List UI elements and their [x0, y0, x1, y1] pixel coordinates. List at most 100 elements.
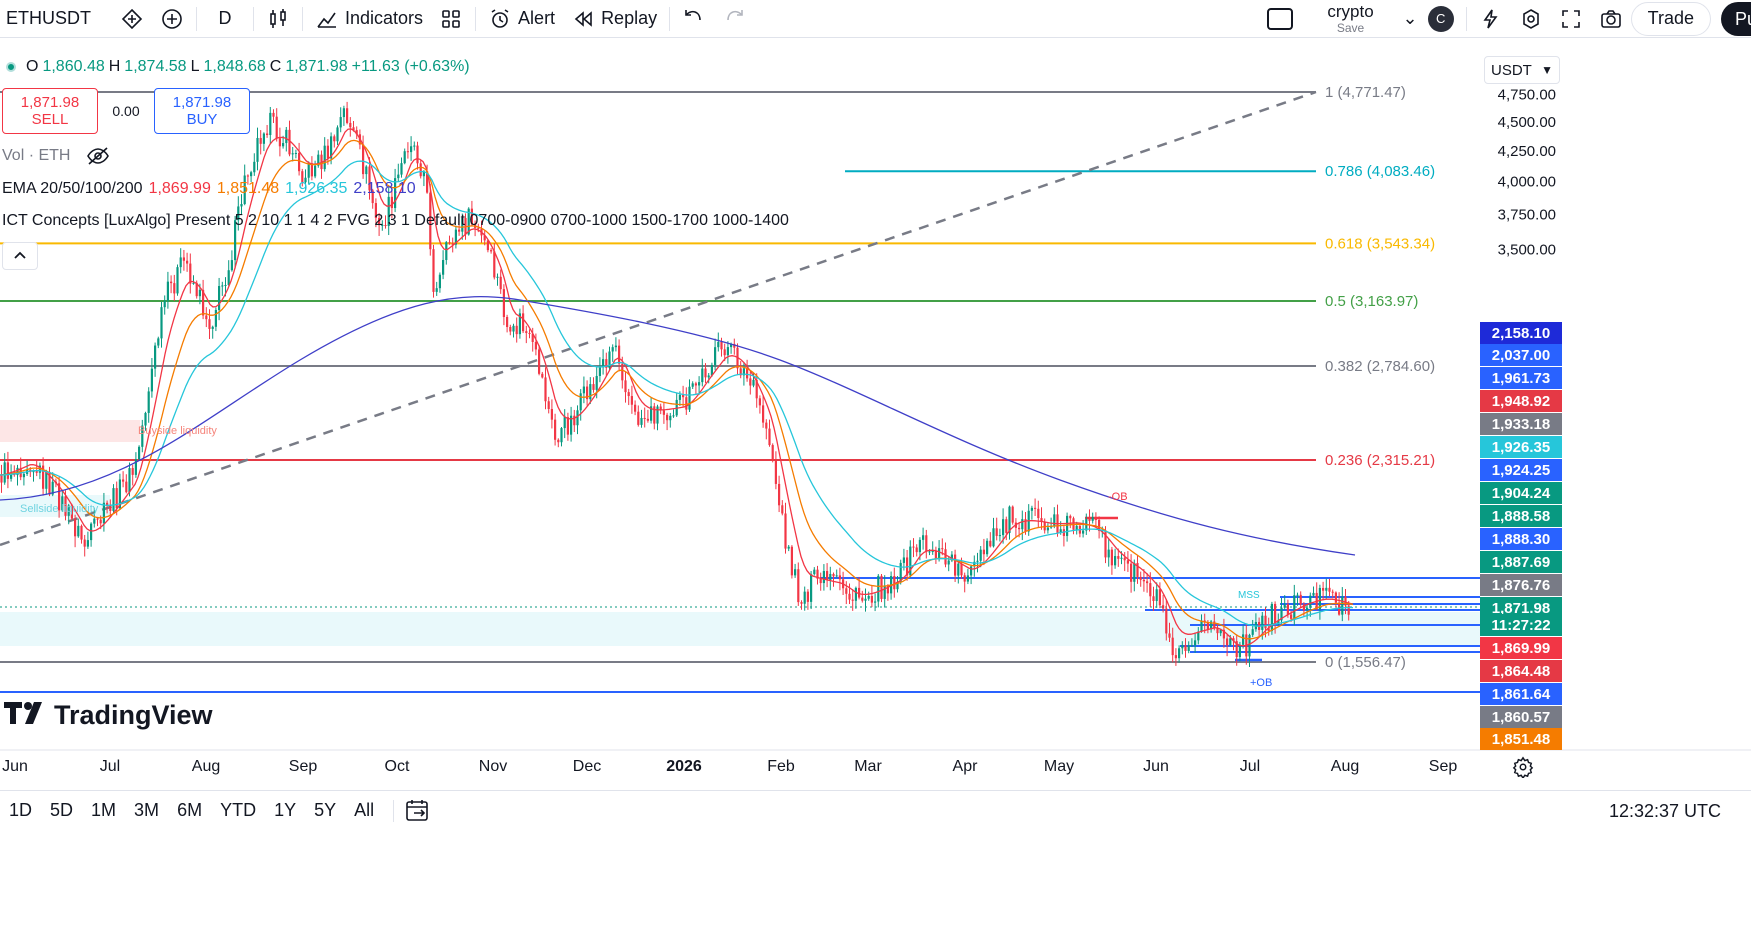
- candle-body: [534, 341, 537, 350]
- buy-sell-panel: 1,871.98 SELL 0.00 1,871.98 BUY: [2, 88, 250, 134]
- volume-legend[interactable]: Vol · ETH: [2, 146, 110, 166]
- candle-body: [470, 208, 473, 225]
- quick-search-button[interactable]: [1471, 3, 1511, 35]
- range-button-5d[interactable]: 5D: [50, 800, 74, 820]
- candle-body: [538, 349, 541, 374]
- price-tag: 1,933.18: [1480, 413, 1562, 435]
- candle-body: [48, 471, 51, 495]
- candle-body: [1050, 526, 1053, 528]
- layout-menu-button[interactable]: ⌄: [1401, 3, 1420, 35]
- candle-body: [1219, 629, 1222, 634]
- candle-body: [1200, 620, 1203, 632]
- candle-body: [1075, 525, 1078, 530]
- currency-select[interactable]: USDT ▼: [1484, 56, 1560, 84]
- ema-legend[interactable]: EMA 20/50/100/200 1,869.99 1,851.48 1,92…: [2, 180, 416, 198]
- candle-body: [1040, 518, 1043, 522]
- candle-body: [726, 347, 729, 356]
- range-button-6m[interactable]: 6M: [177, 800, 203, 820]
- price-tag: 1,924.25: [1480, 459, 1562, 481]
- indicators-button[interactable]: Indicators: [307, 3, 431, 35]
- candle-body: [240, 204, 243, 207]
- candle-body: [646, 418, 649, 421]
- chart-settings-button[interactable]: [1512, 756, 1534, 783]
- candle-body: [198, 289, 201, 297]
- redo-button[interactable]: [714, 3, 754, 35]
- candle-body: [816, 569, 819, 579]
- symbol-search[interactable]: ETHUSDT: [0, 3, 152, 35]
- range-button-1d[interactable]: 1D: [9, 800, 33, 820]
- candle-body: [1302, 604, 1305, 611]
- candle-body: [448, 242, 451, 244]
- candle-body: [573, 415, 576, 426]
- candle-body: [1018, 527, 1021, 530]
- layout-name-button[interactable]: crypto Save: [1301, 3, 1401, 35]
- candle-body: [886, 586, 889, 594]
- candle-body: [1299, 594, 1302, 605]
- candle-body: [1104, 530, 1107, 558]
- add-to-watchlist-icon[interactable]: [120, 7, 144, 31]
- candle-body: [762, 405, 765, 423]
- templates-button[interactable]: [431, 3, 471, 35]
- sell-button[interactable]: 1,871.98 SELL: [2, 88, 98, 134]
- account-avatar-button[interactable]: C: [1420, 3, 1462, 35]
- candle-body: [778, 483, 781, 506]
- candle-body: [851, 599, 854, 601]
- ict-legend[interactable]: ICT Concepts [LuxAlgo] Present 5 2 10 1 …: [2, 212, 789, 230]
- fibonacci-retracement[interactable]: 1 (4,771.47) 0.786 (4,083.46) 0.618 (3,543…: [0, 84, 1435, 671]
- close-key: C: [269, 58, 282, 75]
- buy-button[interactable]: 1,871.98 BUY: [154, 88, 250, 134]
- candle-body: [429, 192, 432, 250]
- candle-body: [90, 523, 93, 541]
- eye-hidden-icon[interactable]: [86, 146, 110, 166]
- candle-body: [275, 116, 278, 139]
- candle-body: [688, 386, 691, 410]
- candle-body: [1318, 587, 1321, 610]
- candle-body: [1136, 562, 1139, 577]
- layout-select-button[interactable]: [1259, 3, 1301, 35]
- fullscreen-button[interactable]: [1551, 3, 1591, 35]
- candle-body: [912, 546, 915, 548]
- candle-body: [125, 481, 128, 493]
- candle-body: [1322, 587, 1325, 591]
- compare-symbol-button[interactable]: [152, 3, 192, 35]
- range-button-3m[interactable]: 3M: [134, 800, 160, 820]
- undo-button[interactable]: [674, 3, 714, 35]
- candle-body: [800, 602, 803, 604]
- publish-button[interactable]: Pu: [1721, 2, 1751, 36]
- collapse-legend-button[interactable]: [2, 242, 38, 270]
- candle-body: [227, 270, 230, 285]
- snapshot-button[interactable]: [1591, 3, 1631, 35]
- candle-body: [410, 146, 413, 153]
- fullscreen-icon: [1559, 7, 1583, 31]
- time-axis[interactable]: Jun Jul Aug Sep Oct Nov Dec 2026 Feb Mar Apr May Jun…: [0, 752, 1480, 782]
- candle-body: [1091, 517, 1094, 521]
- symbol-name[interactable]: ETHUSDT: [6, 8, 91, 28]
- range-button-1y[interactable]: 1Y: [274, 800, 297, 820]
- candle-body: [998, 535, 1001, 537]
- range-button-ytd[interactable]: YTD: [220, 800, 257, 820]
- settings-button[interactable]: [1511, 3, 1551, 35]
- utc-clock[interactable]: 12:32:37 UTC: [1608, 801, 1721, 821]
- fib-level-label: 0.618 (3,543.34): [1325, 235, 1435, 252]
- sellside-liquidity-zone: [0, 495, 110, 517]
- candle-body: [346, 108, 349, 123]
- range-button-all[interactable]: All: [354, 800, 375, 820]
- candle-body: [179, 257, 182, 268]
- interval-label: D: [218, 8, 232, 28]
- goto-date-button[interactable]: [404, 798, 432, 824]
- mss-label: MSS: [1238, 590, 1260, 601]
- chart-type-button[interactable]: [258, 3, 298, 35]
- candle-body: [1251, 629, 1254, 635]
- candle-body: [160, 307, 163, 339]
- replay-button[interactable]: Replay: [563, 3, 665, 35]
- candle-body: [682, 394, 685, 398]
- interval-button[interactable]: D: [201, 3, 249, 35]
- buy-label: BUY: [186, 111, 218, 128]
- range-button-1m[interactable]: 1M: [91, 800, 117, 820]
- alert-button[interactable]: Alert: [480, 3, 563, 35]
- candle-body: [435, 288, 438, 292]
- candle-body: [269, 112, 272, 136]
- range-button-5y[interactable]: 5Y: [314, 800, 337, 820]
- trade-button[interactable]: Trade: [1630, 1, 1711, 36]
- candle-body: [829, 573, 832, 581]
